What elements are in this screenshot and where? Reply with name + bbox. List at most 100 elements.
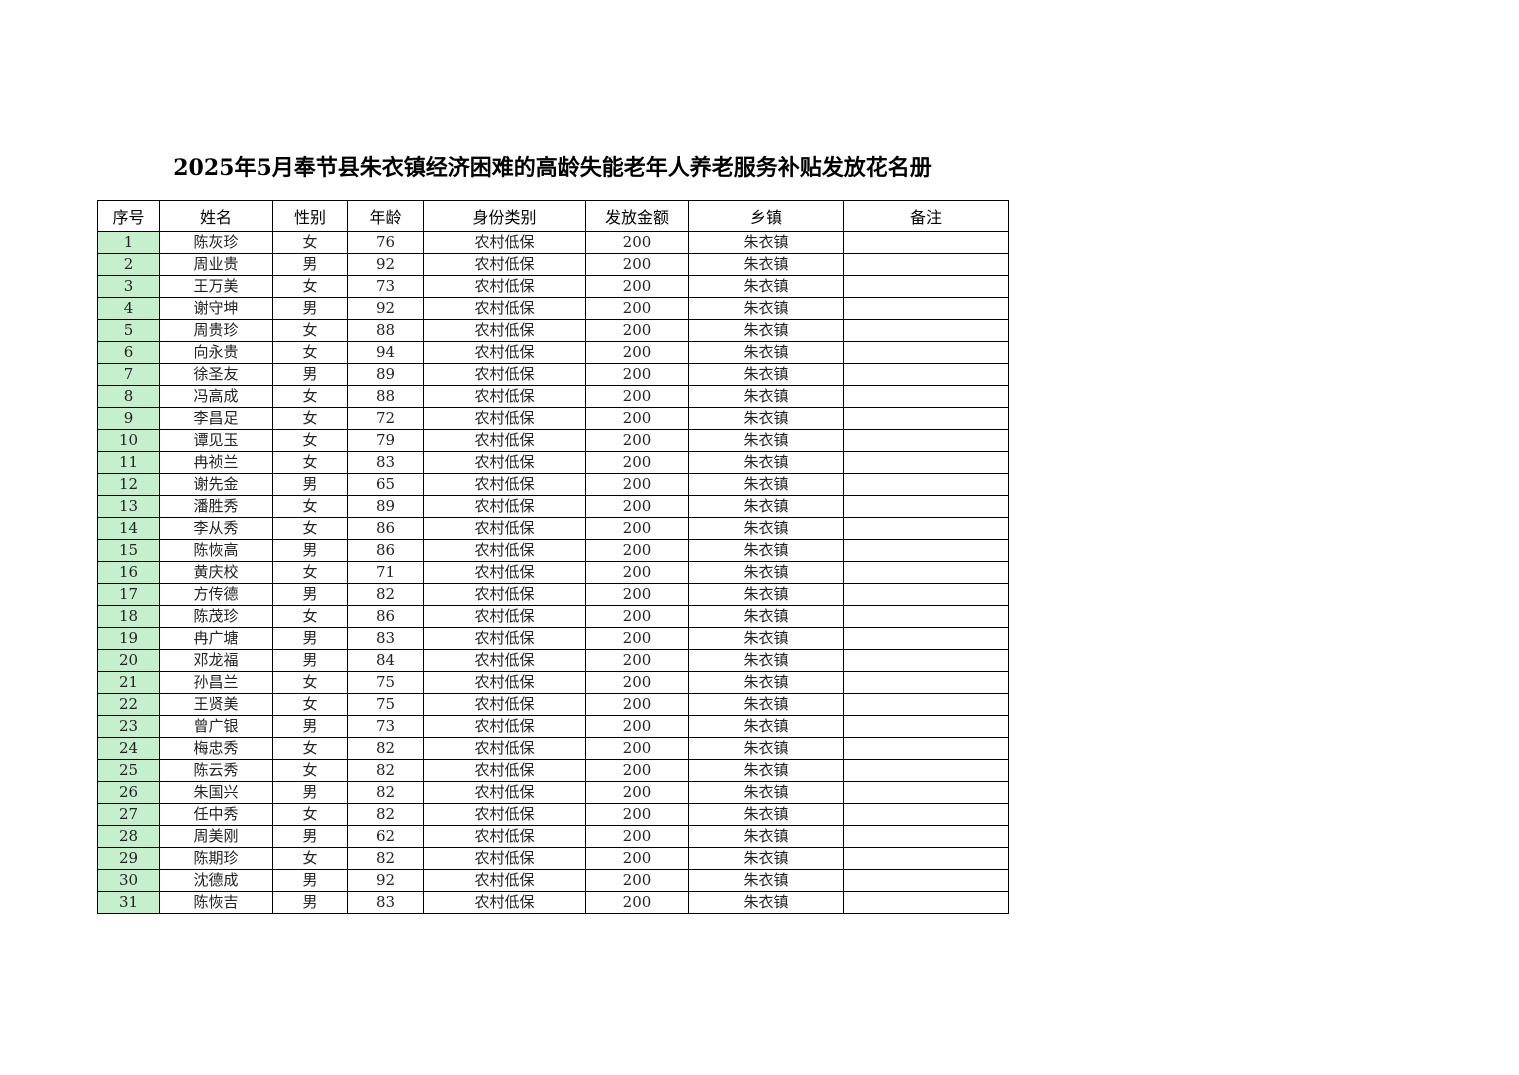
cell-age: 86 (347, 517, 424, 540)
cell-township: 朱衣镇 (688, 847, 844, 870)
cell-amount: 200 (585, 561, 689, 584)
table-row: 31 陈恢吉男 83 农村低保 200 朱衣镇 (97, 891, 1009, 914)
cell-index: 14 (97, 517, 160, 540)
cell-township: 朱衣镇 (688, 363, 844, 386)
cell-identity-category: 农村低保 (423, 297, 586, 320)
cell-index: 7 (97, 363, 160, 386)
cell-age: 82 (347, 847, 424, 870)
cell-remarks (843, 407, 1009, 430)
cell-index: 3 (97, 275, 160, 298)
cell-index: 11 (97, 451, 160, 474)
cell-age: 65 (347, 473, 424, 496)
cell-identity-category: 农村低保 (423, 473, 586, 496)
cell-index: 22 (97, 693, 160, 716)
cell-gender: 女 (272, 231, 348, 254)
cell-amount: 200 (585, 297, 689, 320)
cell-age: 76 (347, 231, 424, 254)
cell-gender: 女 (272, 561, 348, 584)
cell-remarks (843, 605, 1009, 628)
cell-amount: 200 (585, 825, 689, 848)
cell-remarks (843, 539, 1009, 562)
cell-identity-category: 农村低保 (423, 847, 586, 870)
column-header-identity-category: 身份类别 (423, 200, 586, 232)
cell-age: 72 (347, 407, 424, 430)
table-row: 27 任中秀女 82 农村低保 200 朱衣镇 (97, 803, 1009, 826)
cell-age: 84 (347, 649, 424, 672)
cell-index: 24 (97, 737, 160, 760)
cell-amount: 200 (585, 385, 689, 408)
cell-township: 朱衣镇 (688, 825, 844, 848)
cell-township: 朱衣镇 (688, 671, 844, 694)
column-header-township: 乡镇 (688, 200, 844, 232)
cell-amount: 200 (585, 253, 689, 276)
cell-township: 朱衣镇 (688, 561, 844, 584)
cell-name: 潘胜秀 (159, 495, 273, 518)
cell-remarks (843, 231, 1009, 254)
table-row: 4 谢守坤男 92 农村低保 200 朱衣镇 (97, 297, 1009, 320)
table-row: 3 王万美女 73 农村低保 200 朱衣镇 (97, 275, 1009, 298)
table-row: 15 陈恢高男 86 农村低保 200 朱衣镇 (97, 539, 1009, 562)
cell-name: 谢守坤 (159, 297, 273, 320)
cell-gender: 男 (272, 649, 348, 672)
cell-index: 20 (97, 649, 160, 672)
cell-name: 谭见玉 (159, 429, 273, 452)
cell-identity-category: 农村低保 (423, 275, 586, 298)
cell-index: 17 (97, 583, 160, 606)
cell-index: 31 (97, 891, 160, 914)
cell-index: 19 (97, 627, 160, 650)
cell-name: 曾广银 (159, 715, 273, 738)
cell-township: 朱衣镇 (688, 891, 844, 914)
cell-gender: 女 (272, 803, 348, 826)
cell-identity-category: 农村低保 (423, 363, 586, 386)
cell-amount: 200 (585, 627, 689, 650)
cell-index: 28 (97, 825, 160, 848)
table-row: 17 方传德男 82 农村低保 200 朱衣镇 (97, 583, 1009, 606)
cell-identity-category: 农村低保 (423, 429, 586, 452)
cell-index: 27 (97, 803, 160, 826)
table-row: 9 李昌足女 72 农村低保 200 朱衣镇 (97, 407, 1009, 430)
cell-name: 沈德成 (159, 869, 273, 892)
cell-age: 79 (347, 429, 424, 452)
column-header-amount: 发放金额 (585, 200, 689, 232)
cell-remarks (843, 473, 1009, 496)
cell-amount: 200 (585, 275, 689, 298)
cell-remarks (843, 891, 1009, 914)
cell-township: 朱衣镇 (688, 759, 844, 782)
cell-township: 朱衣镇 (688, 275, 844, 298)
cell-age: 86 (347, 539, 424, 562)
cell-age: 89 (347, 363, 424, 386)
cell-remarks (843, 275, 1009, 298)
table-row: 8 冯高成女 88 农村低保 200 朱衣镇 (97, 385, 1009, 408)
cell-index: 9 (97, 407, 160, 430)
cell-amount: 200 (585, 891, 689, 914)
cell-identity-category: 农村低保 (423, 495, 586, 518)
cell-gender: 女 (272, 759, 348, 782)
cell-gender: 女 (272, 275, 348, 298)
cell-township: 朱衣镇 (688, 385, 844, 408)
table-row: 2 周业贵男 92 农村低保 200 朱衣镇 (97, 253, 1009, 276)
cell-name: 陈恢高 (159, 539, 273, 562)
table-row: 11 冉祯兰女 83 农村低保 200 朱衣镇 (97, 451, 1009, 474)
cell-gender: 女 (272, 385, 348, 408)
column-header-gender: 性别 (272, 200, 348, 232)
cell-amount: 200 (585, 847, 689, 870)
cell-township: 朱衣镇 (688, 341, 844, 364)
document-title: 2025年5月奉节县朱衣镇经济困难的高龄失能老年人养老服务补贴发放花名册 (173, 155, 932, 181)
table-row: 18 陈茂珍女 86 农村低保 200 朱衣镇 (97, 605, 1009, 628)
cell-age: 92 (347, 869, 424, 892)
cell-township: 朱衣镇 (688, 649, 844, 672)
cell-amount: 200 (585, 407, 689, 430)
cell-name: 周美刚 (159, 825, 273, 848)
cell-name: 陈恢吉 (159, 891, 273, 914)
cell-township: 朱衣镇 (688, 781, 844, 804)
cell-index: 18 (97, 605, 160, 628)
cell-gender: 男 (272, 363, 348, 386)
cell-age: 92 (347, 297, 424, 320)
cell-remarks (843, 517, 1009, 540)
cell-remarks (843, 847, 1009, 870)
cell-remarks (843, 627, 1009, 650)
cell-index: 25 (97, 759, 160, 782)
cell-identity-category: 农村低保 (423, 561, 586, 584)
cell-gender: 女 (272, 847, 348, 870)
column-header-remarks: 备注 (843, 200, 1009, 232)
